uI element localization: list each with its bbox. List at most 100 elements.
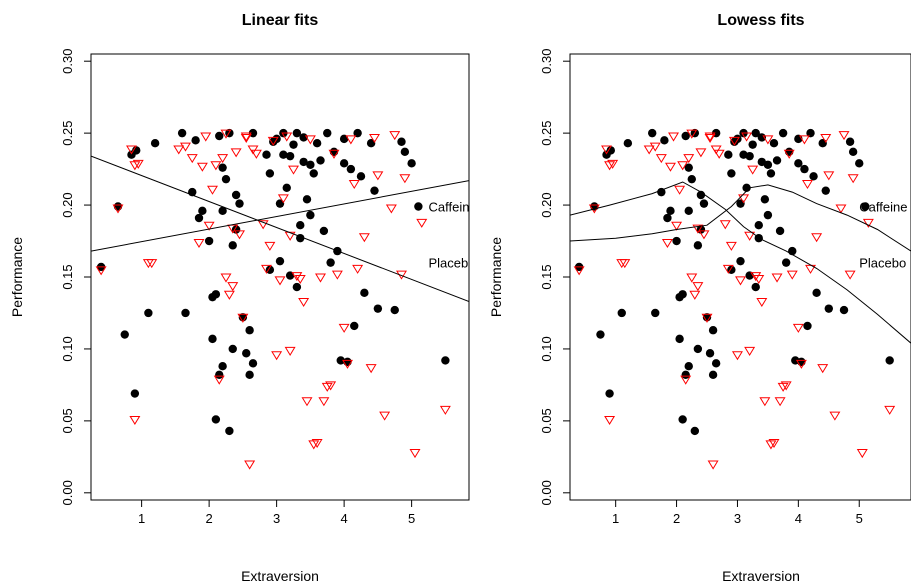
placebo-point bbox=[786, 270, 798, 280]
caffeine-point bbox=[684, 163, 693, 172]
placebo-point bbox=[230, 148, 242, 158]
caffeine-point bbox=[724, 150, 733, 159]
x-tick-label: 1 bbox=[612, 511, 619, 526]
caffeine-annotation: Caffeine bbox=[859, 200, 907, 215]
placebo-point bbox=[713, 149, 725, 159]
caffeine-annotation: Caffeine bbox=[429, 200, 477, 215]
placebo-point bbox=[318, 397, 330, 407]
caffeine-point bbox=[316, 156, 325, 165]
placebo-point bbox=[301, 397, 313, 407]
placebo-point bbox=[342, 359, 353, 369]
placebo-point bbox=[753, 274, 765, 285]
caffeine-point bbox=[848, 147, 858, 157]
placebo-point bbox=[284, 346, 296, 356]
x-tick-label: 3 bbox=[734, 511, 741, 526]
placebo-point bbox=[756, 297, 768, 308]
caffeine-point bbox=[812, 288, 821, 298]
caffeine-point bbox=[678, 415, 687, 424]
caffeine-point bbox=[215, 370, 224, 380]
placebo-point bbox=[686, 273, 698, 283]
caffeine-point bbox=[684, 206, 693, 216]
placebo-point bbox=[281, 132, 293, 142]
caffeine-point bbox=[733, 134, 742, 144]
caffeine-point bbox=[648, 128, 657, 138]
placebo-point bbox=[683, 154, 695, 164]
caffeine-point bbox=[684, 362, 693, 371]
placebo-point bbox=[811, 233, 823, 243]
caffeine-point bbox=[678, 290, 687, 299]
caffeine-point bbox=[663, 213, 672, 223]
placebo-point bbox=[744, 346, 756, 356]
caffeine-point bbox=[772, 156, 782, 165]
y-tick-label: 0.25 bbox=[539, 120, 554, 145]
caffeine-point bbox=[309, 169, 318, 178]
caffeine-point bbox=[751, 282, 760, 292]
placebo-point bbox=[345, 135, 357, 145]
placebo-point bbox=[689, 290, 701, 300]
caffeine-point bbox=[231, 190, 241, 200]
placebo-point bbox=[838, 131, 850, 141]
placebo-point bbox=[820, 133, 832, 144]
caffeine-point bbox=[228, 241, 237, 250]
x-tick-label: 4 bbox=[341, 511, 348, 526]
caffeine-point bbox=[708, 326, 718, 335]
caffeine-point bbox=[370, 186, 379, 195]
y-tick-label: 0.00 bbox=[60, 480, 75, 505]
placebo-annotation: Placebo bbox=[429, 256, 476, 271]
placebo-point bbox=[277, 194, 289, 204]
placebo-point bbox=[862, 218, 874, 228]
caffeine-point bbox=[821, 186, 830, 195]
caffeine-point bbox=[672, 236, 681, 246]
caffeine-point bbox=[285, 151, 295, 161]
placebo-point bbox=[95, 266, 107, 276]
caffeine-point bbox=[228, 344, 237, 354]
placebo-point bbox=[126, 145, 137, 155]
caffeine-point bbox=[302, 195, 312, 204]
placebo-point bbox=[701, 313, 713, 323]
x-tick-label: 5 bbox=[856, 511, 863, 526]
placebo-point bbox=[132, 159, 144, 169]
placebo-point bbox=[237, 313, 249, 323]
y-tick-label: 0.15 bbox=[60, 264, 75, 289]
placebo-point bbox=[817, 364, 829, 374]
caffeine-point bbox=[794, 159, 803, 168]
placebo-point bbox=[844, 270, 856, 280]
caffeine-point bbox=[681, 370, 690, 380]
caffeine-point bbox=[336, 356, 345, 365]
caffeine-point bbox=[675, 334, 684, 344]
placebo-point bbox=[741, 132, 753, 142]
y-tick-label: 0.00 bbox=[539, 480, 554, 505]
caffeine-point bbox=[660, 136, 669, 145]
placebo-point bbox=[768, 438, 780, 449]
placebo-point bbox=[200, 132, 212, 142]
placebo-point bbox=[643, 145, 655, 155]
placebo-point bbox=[288, 165, 299, 175]
placebo-point bbox=[680, 375, 692, 385]
caffeine-point bbox=[596, 330, 605, 339]
caffeine-point bbox=[299, 157, 308, 167]
caffeine-point bbox=[366, 139, 376, 148]
caffeine-point bbox=[390, 305, 399, 315]
caffeine-point bbox=[885, 356, 894, 365]
caffeine-point bbox=[763, 160, 773, 169]
placebo-point bbox=[750, 272, 762, 282]
placebo-point bbox=[674, 185, 686, 195]
caffeine-point bbox=[198, 206, 207, 216]
caffeine-point bbox=[360, 288, 369, 298]
y-tick-label: 0.30 bbox=[539, 49, 554, 74]
x-tick-label: 2 bbox=[206, 511, 213, 526]
caffeine-point bbox=[343, 357, 352, 367]
caffeine-point bbox=[289, 140, 298, 149]
placebo-point bbox=[385, 204, 397, 214]
placebo-point bbox=[250, 149, 262, 159]
chart-title: Lowess fits bbox=[717, 12, 804, 29]
placebo-point bbox=[325, 381, 337, 391]
caffeine-point bbox=[839, 305, 849, 315]
placebo-point bbox=[604, 161, 616, 171]
placebo-point bbox=[396, 270, 407, 280]
y-tick-label: 0.10 bbox=[60, 336, 75, 361]
caffeine-point bbox=[818, 139, 827, 148]
caffeine-point bbox=[623, 139, 633, 148]
caffeine-point bbox=[407, 159, 416, 168]
caffeine-point bbox=[766, 169, 776, 178]
